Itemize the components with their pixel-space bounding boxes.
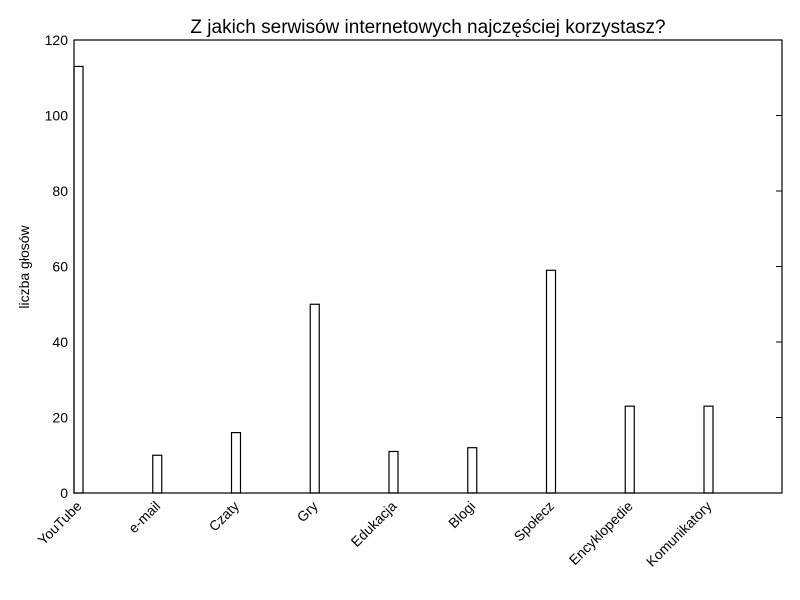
y-axis-label: liczba głosów xyxy=(16,224,32,308)
y-tick-label: 40 xyxy=(52,334,68,350)
x-tick-label: Społecz xyxy=(511,498,558,545)
bar-blogi xyxy=(467,447,478,494)
x-tick-label: Komunikatory xyxy=(643,498,715,570)
y-tick-label: 60 xyxy=(52,259,68,275)
x-tick-label: YouTube xyxy=(34,498,84,548)
y-tick-label: 100 xyxy=(45,108,69,124)
bar-e-mail xyxy=(152,454,163,494)
bar-spo-ecz xyxy=(545,269,557,494)
y-tick-label: 0 xyxy=(60,485,68,501)
plot-area-frame xyxy=(73,39,783,494)
bar-czaty xyxy=(230,432,242,494)
bar-edukacja xyxy=(388,450,399,494)
bars-group xyxy=(73,65,714,494)
chart-title: Z jakich serwisów internetowych najczęśc… xyxy=(190,17,665,38)
x-tick-label: e-mail xyxy=(125,498,163,536)
bar-gry xyxy=(309,303,320,494)
bar-encyklopedie xyxy=(624,405,635,494)
x-axis-ticks: YouTube e-mail Czaty Gry Edukacja Blogi Społec… xyxy=(34,487,715,570)
x-tick-label: Encyklopedie xyxy=(566,498,636,568)
x-tick-label: Blogi xyxy=(445,498,478,531)
x-tick-label: Gry xyxy=(294,498,321,525)
y-tick-label: 120 xyxy=(45,32,69,48)
bar-komunikatory xyxy=(703,405,714,494)
x-tick-label: Edukacja xyxy=(348,498,400,550)
y-tick-label: 80 xyxy=(52,183,68,199)
x-tick-label: Czaty xyxy=(205,498,242,535)
bar-youtube xyxy=(73,65,84,494)
y-tick-label: 20 xyxy=(52,410,68,426)
y-axis-ticks: 0 20 40 60 80 100 120 xyxy=(45,32,782,501)
